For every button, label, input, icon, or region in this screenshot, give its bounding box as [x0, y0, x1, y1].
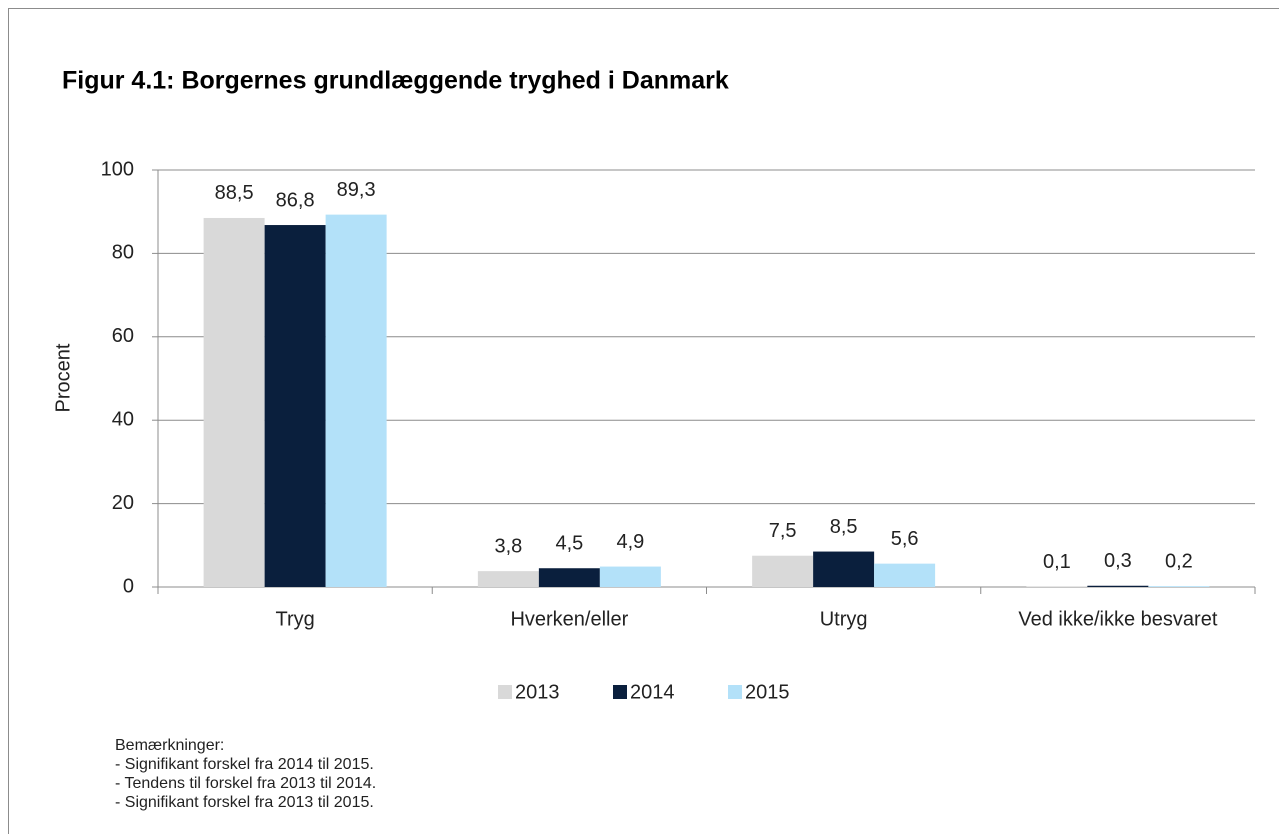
value-label: 0,2 — [1165, 550, 1193, 572]
bar — [203, 217, 265, 587]
x-tick-label: Tryg — [275, 608, 314, 630]
value-label: 0,3 — [1104, 550, 1132, 572]
x-tick-label: Utryg — [820, 608, 868, 630]
bar — [477, 571, 539, 587]
bar — [325, 214, 387, 587]
bar — [1087, 585, 1149, 587]
frame — [8, 8, 1279, 834]
value-label: 3,8 — [494, 535, 522, 557]
y-tick-label: 60 — [112, 325, 134, 347]
legend-label: 2015 — [745, 681, 790, 703]
legend-swatch — [613, 685, 627, 699]
note: - Signifikant forskel fra 2014 til 2015. — [115, 756, 374, 773]
value-label: 4,9 — [616, 531, 644, 553]
y-tick-label: 20 — [112, 492, 134, 514]
legend-label: 2014 — [630, 681, 675, 703]
note: Bemærkninger: — [115, 737, 224, 754]
legend-swatch — [728, 685, 742, 699]
legend-swatch — [498, 685, 512, 699]
legend-label: 2013 — [515, 681, 560, 703]
value-label: 5,6 — [891, 528, 919, 550]
value-label: 4,5 — [555, 533, 583, 555]
value-label: 0,1 — [1043, 551, 1071, 573]
value-label: 88,5 — [215, 182, 254, 204]
value-label: 86,8 — [276, 189, 315, 211]
value-label: 7,5 — [769, 520, 797, 542]
bar — [599, 566, 661, 587]
x-tick-label: Hverken/eller — [510, 608, 628, 630]
y-tick-label: 0 — [123, 575, 134, 597]
bar — [538, 568, 600, 587]
bar — [813, 551, 875, 587]
note: - Tendens til forskel fra 2013 til 2014. — [115, 775, 376, 792]
bar — [752, 555, 814, 587]
y-tick-label: 100 — [101, 158, 134, 180]
y-tick-label: 40 — [112, 408, 134, 430]
y-tick-label: 80 — [112, 242, 134, 264]
value-label: 8,5 — [830, 516, 858, 538]
y-axis-label: Procent — [52, 343, 74, 412]
x-tick-label: Ved ikke/ikke besvaret — [1018, 608, 1217, 630]
note: - Signifikant forskel fra 2013 til 2015. — [115, 794, 374, 811]
value-label: 89,3 — [337, 179, 376, 201]
bar — [264, 225, 326, 587]
bar — [1148, 586, 1210, 587]
bar — [874, 563, 936, 587]
chart-title: Figur 4.1: Borgernes grundlæggende trygh… — [62, 67, 729, 95]
